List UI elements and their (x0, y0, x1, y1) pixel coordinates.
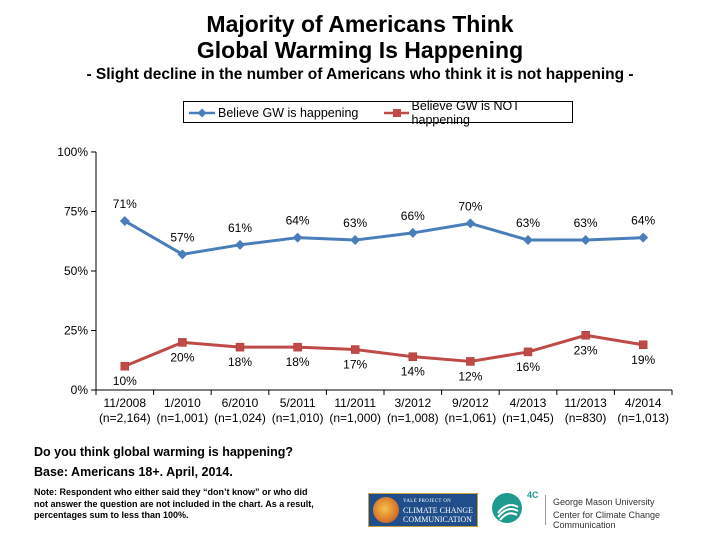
data-label-not-happening: 20% (170, 350, 194, 364)
x-tick-label: 11/2008 (104, 396, 147, 410)
x-tick-sample-label: (n=830) (565, 411, 607, 425)
data-label-not-happening: 12% (458, 369, 482, 383)
data-label-happening: 57% (170, 230, 194, 244)
globe-icon (373, 497, 399, 523)
x-tick-label: 1/2010 (164, 396, 201, 410)
data-point-not-happening (293, 342, 302, 352)
data-label-happening: 71% (113, 197, 137, 211)
data-point-happening (292, 232, 303, 243)
data-point-happening (119, 216, 130, 227)
ycc-logo-line-2: COMMUNICATION (403, 514, 472, 524)
x-tick-label: 5/2011 (280, 396, 316, 410)
x-tick-label: 9/2012 (452, 396, 489, 410)
x-tick-label: 6/2010 (222, 396, 259, 410)
data-label-happening: 64% (286, 214, 310, 228)
data-point-not-happening (466, 357, 475, 366)
data-point-not-happening (408, 352, 418, 361)
data-point-not-happening (523, 347, 533, 357)
x-tick-sample-label: (n=1,061) (445, 411, 497, 425)
data-point-happening (350, 235, 361, 246)
data-label-not-happening: 10% (113, 374, 137, 388)
data-point-not-happening (120, 361, 130, 371)
data-label-not-happening: 19% (631, 353, 655, 367)
x-tick-sample-label: (n=1,045) (502, 411, 554, 425)
x-tick-label: 4/2014 (625, 396, 662, 410)
4c-logo-icon (492, 493, 522, 523)
legend-item-happening: Believe GW is happening (189, 105, 358, 121)
data-label-not-happening: 23% (574, 343, 598, 357)
yale-climate-logo: YALE PROJECT ON CLIMATE CHANGE COMMUNICA… (368, 493, 478, 527)
x-tick-sample-label: (n=1,001) (157, 411, 209, 425)
data-point-not-happening (350, 345, 360, 354)
data-label-happening: 63% (343, 216, 367, 230)
data-point-happening (465, 218, 476, 229)
chart-title-line-1: Majority of Americans Think (206, 11, 514, 37)
y-tick-label: 25% (64, 324, 88, 338)
y-tick-label: 50% (64, 264, 88, 278)
data-label-not-happening: 14% (401, 365, 425, 379)
y-tick-label: 100% (57, 145, 88, 159)
x-tick-label: 11/2013 (564, 396, 607, 410)
series-line-happening (124, 219, 644, 256)
legend-label-happening: Believe GW is happening (218, 106, 359, 120)
x-tick-sample-label: (n=1,000) (329, 411, 381, 425)
x-tick-label: 3/2012 (394, 396, 431, 410)
data-point-not-happening (581, 331, 590, 340)
x-tick-sample-label: (n=1,010) (272, 411, 324, 425)
4c-logo-label: 4C (527, 490, 539, 500)
x-tick-sample-label: (n=2,164) (99, 411, 151, 425)
ycc-logo-line-1: CLIMATE CHANGE (403, 505, 473, 515)
data-point-not-happening (235, 342, 245, 352)
data-point-happening (235, 239, 245, 250)
x-tick-label: 11/2011 (334, 396, 376, 410)
gmu-line-1: George Mason University (553, 497, 655, 507)
data-point-happening (177, 249, 188, 260)
chart-subtitle: - Slight decline in the number of Americ… (86, 66, 634, 83)
survey-base: Base: Americans 18+. April, 2014. (34, 465, 233, 479)
x-tick-sample-label: (n=1,008) (387, 411, 439, 425)
data-label-happening: 63% (516, 216, 540, 230)
data-label-happening: 63% (574, 216, 598, 230)
logo-divider (545, 495, 546, 525)
line-chart: 0%25%50%75%100%11/2008(n=2,164)1/2010(n=… (57, 145, 673, 425)
data-label-happening: 61% (228, 221, 252, 235)
legend-diamond-icon (189, 108, 215, 118)
ycc-logo-small-text: YALE PROJECT ON (403, 498, 452, 504)
legend-square-icon (384, 109, 409, 117)
data-point-not-happening (638, 340, 648, 350)
legend-item-not-happening: Believe GW is NOT happening (384, 99, 572, 127)
data-label-not-happening: 18% (228, 355, 252, 369)
survey-question: Do you think global warming is happening… (34, 445, 294, 459)
data-label-not-happening: 18% (286, 355, 310, 369)
chart-title-line-2: Global Warming Is Happening (196, 37, 524, 63)
data-point-happening (580, 235, 591, 246)
y-tick-label: 75% (64, 205, 88, 219)
x-tick-label: 4/2013 (510, 396, 547, 410)
data-point-happening (638, 232, 649, 243)
data-label-happening: 70% (458, 199, 482, 213)
data-point-happening (523, 235, 533, 246)
x-tick-sample-label: (n=1,024) (214, 411, 266, 425)
series-line-not-happening (124, 333, 644, 368)
chart-legend: Believe GW is happening Believe GW is NO… (183, 99, 573, 127)
data-label-not-happening: 17% (343, 358, 367, 372)
legend-label-not-happening: Believe GW is NOT happening (411, 99, 520, 127)
data-point-not-happening (178, 338, 187, 347)
data-point-happening (407, 227, 418, 238)
data-label-happening: 64% (631, 214, 655, 228)
data-label-happening: 66% (401, 209, 425, 223)
x-tick-sample-label: (n=1,013) (617, 411, 669, 425)
gmu-line-2: Center for Climate Change Communication (553, 510, 661, 530)
survey-note: Note: Respondent who either said they “d… (34, 487, 314, 520)
data-label-not-happening: 16% (516, 360, 540, 374)
y-tick-label: 0% (71, 383, 89, 397)
